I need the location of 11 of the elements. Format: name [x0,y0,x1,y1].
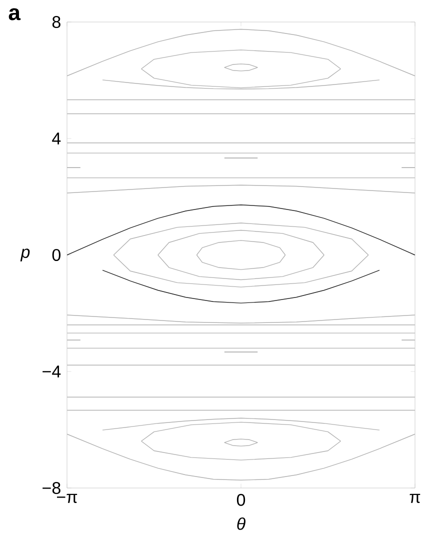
y-tick-label: 4 [52,132,61,144]
x-tick-label: 0 [236,494,246,506]
x-axis-title: θ [237,517,246,530]
y-tick-label: −8 [42,482,60,494]
text: a [8,8,21,20]
y-axis-title: p [20,248,30,262]
x-tick-label: π [410,494,420,504]
y-tick-label: 0 [52,248,60,262]
y-tick-label: −4 [42,366,61,378]
y-tick-label: 8 [52,16,60,28]
x-tick-label: −π [57,494,78,504]
